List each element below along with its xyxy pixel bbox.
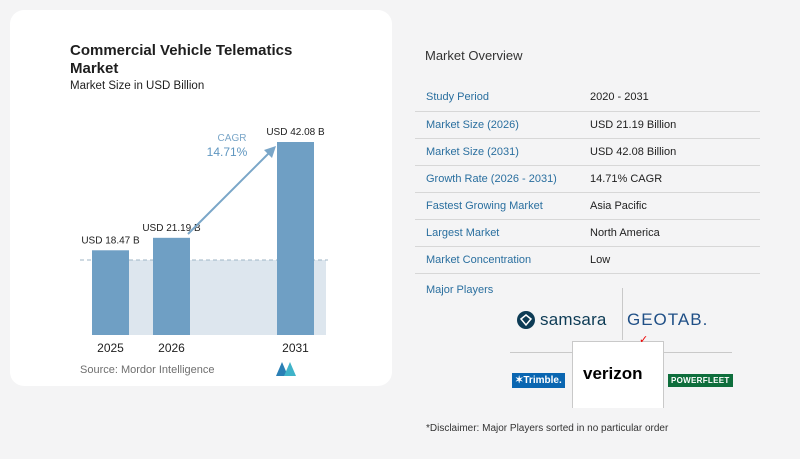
bar-value-label: USD 21.19 B	[142, 223, 201, 234]
overview-row-value: Low	[590, 246, 760, 274]
overview-row-value: USD 42.08 Billion	[590, 138, 760, 166]
logo-divider	[622, 288, 623, 340]
bar-chart: USD 18.47 B 2025 USD 21.19 B 2026 USD 42.08 …	[80, 127, 328, 355]
overview-row-label: Fastest Growing Market	[415, 192, 590, 220]
mordor-logo-icon	[276, 362, 296, 376]
overview-row: Study Period 2020 - 2031	[415, 84, 760, 112]
bar-2025	[92, 250, 129, 335]
overview-row-value: Asia Pacific	[590, 192, 760, 220]
bar-2026	[153, 237, 190, 335]
geotab-logo: GEOTAB.	[627, 310, 709, 329]
trimble-logo: ✶Trimble.	[512, 373, 565, 388]
cagr-arrowhead	[264, 146, 276, 158]
major-players-title: Major Players	[426, 284, 494, 296]
x-tick-label: 2026	[158, 341, 185, 355]
cagr-value: 14.71%	[207, 145, 248, 159]
overview-row-label: Market Concentration	[415, 246, 590, 274]
overview-row-value: North America	[590, 219, 760, 247]
samsara-emblem-icon	[517, 311, 535, 329]
overview-row-value: USD 21.19 Billion	[590, 111, 760, 139]
disclaimer: *Disclaimer: Major Players sorted in no …	[426, 423, 669, 434]
cagr-arrow	[187, 149, 273, 235]
chart-title: Commercial Vehicle Telematics Market	[70, 42, 293, 77]
overview-row: Growth Rate (2026 - 2031) 14.71% CAGR	[415, 165, 760, 193]
market-overview: Market Overview Study Period 2020 - 2031 M…	[410, 0, 800, 459]
overview-row: Market Concentration Low	[415, 246, 760, 274]
overview-row-value: 2020 - 2031	[590, 84, 760, 112]
x-tick-label: 2031	[282, 341, 309, 355]
powerfleet-logo: POWERFLEET	[668, 374, 733, 387]
overview-row-label: Market Size (2031)	[415, 138, 590, 166]
cagr-label: CAGR	[218, 133, 247, 144]
bar-value-label: USD 42.08 B	[266, 127, 325, 138]
players-logos: samsara GEOTAB. ✶Trimble. verizon ✓ POWE…	[510, 288, 733, 408]
overview-row: Fastest Growing Market Asia Pacific	[415, 192, 760, 220]
bar-2031	[277, 142, 314, 335]
overview-row-label: Market Size (2026)	[415, 111, 590, 139]
overview-row-label: Growth Rate (2026 - 2031)	[415, 165, 590, 193]
overview-table: Study Period 2020 - 2031 Market Size (2026…	[415, 84, 760, 274]
verizon-logo-box: verizon ✓	[572, 334, 664, 408]
overview-row-label: Largest Market	[415, 219, 590, 247]
overview-title: Market Overview	[425, 48, 523, 63]
overview-row: Market Size (2026) USD 21.19 Billion	[415, 111, 760, 139]
bar-value-label: USD 18.47 B	[81, 235, 140, 246]
overview-row-label: Study Period	[415, 84, 590, 112]
chart-subtitle: Market Size in USD Billion	[70, 80, 205, 92]
samsara-wordmark: samsara	[540, 310, 607, 329]
verizon-check-icon: ✓	[639, 334, 649, 346]
verizon-logo: verizon	[583, 364, 643, 383]
source-note: Source: Mordor Intelligence	[80, 364, 215, 376]
overview-row: Market Size (2031) USD 42.08 Billion	[415, 138, 760, 166]
samsara-logo: samsara	[516, 310, 607, 330]
x-tick-label: 2025	[97, 341, 124, 355]
overview-row-value: 14.71% CAGR	[590, 165, 760, 193]
overview-row: Largest Market North America	[415, 219, 760, 247]
